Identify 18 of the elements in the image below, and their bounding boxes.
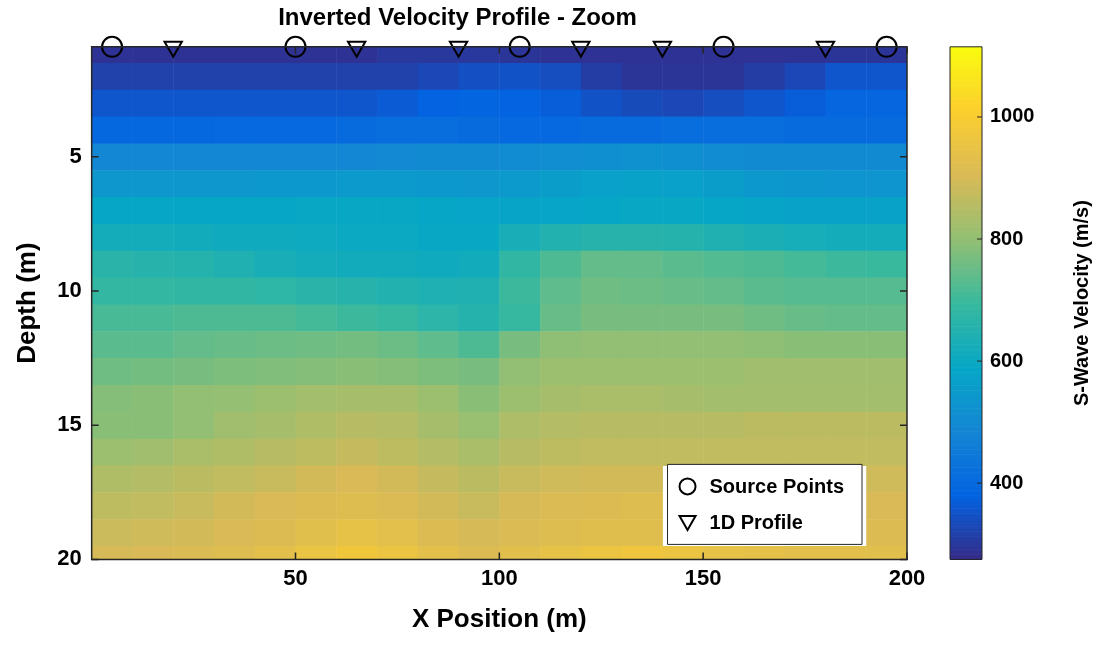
y-axis-title: Depth (m) bbox=[10, 242, 41, 364]
y-tick-label: 5 bbox=[69, 142, 82, 168]
x-tick-label: 50 bbox=[283, 564, 308, 590]
x-tick-label: 200 bbox=[888, 564, 926, 590]
color-bar-label: 600 bbox=[990, 348, 1024, 371]
x-axis-title: X Position (m) bbox=[411, 602, 587, 633]
y-tick-label: 20 bbox=[57, 545, 82, 571]
y-tick-label: 15 bbox=[57, 411, 82, 437]
y-tick-label: 10 bbox=[57, 277, 82, 303]
color-bar-label: 800 bbox=[990, 226, 1024, 249]
legend-label: Source Points bbox=[709, 474, 845, 497]
x-tick-label: 100 bbox=[480, 564, 518, 590]
legend-label: 1D Profile bbox=[709, 510, 803, 533]
x-tick-label: 150 bbox=[684, 564, 722, 590]
chart-title: Inverted Velocity Profile - Zoom bbox=[278, 3, 637, 31]
color-bar-title: S-Wave Velocity (m/s) bbox=[1069, 200, 1092, 407]
color-bar-label: 1000 bbox=[990, 104, 1035, 127]
color-bar-label: 400 bbox=[990, 470, 1024, 493]
